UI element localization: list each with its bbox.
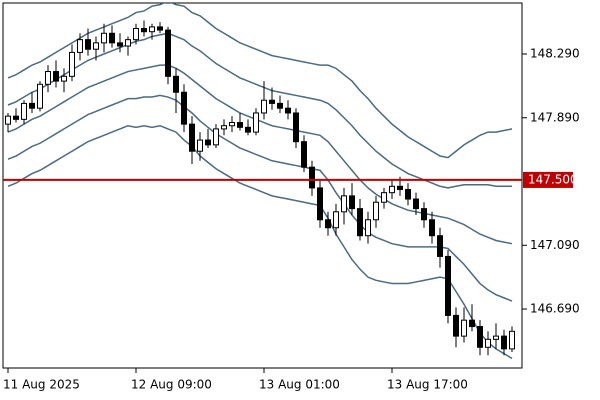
candle-body [29,102,35,109]
y-tick-label: 148.290 [530,47,580,61]
candle-body [365,219,371,237]
candle-body [453,314,459,337]
candle-body [389,185,395,194]
candle-body [13,115,19,120]
candle-body [213,128,219,146]
candle-body [21,102,27,120]
y-tick-label: 147.090 [530,238,580,252]
candle-body [381,192,387,203]
candle-body [205,139,211,146]
candle-body [501,335,507,350]
candle-body [325,219,331,229]
y-tick-label: 147.890 [530,110,580,124]
x-tick-label: 11 Aug 2025 [3,378,80,392]
candle-body [317,187,323,221]
candle-body [245,126,251,133]
candle-body [53,71,59,82]
candle-body [93,42,99,50]
y-tick-label: 146.690 [530,302,580,316]
candle-body [189,123,195,152]
plot-frame [2,2,523,369]
band-line [7,3,513,159]
candle-body [333,211,339,229]
candle-body [133,28,139,41]
candle-body [349,195,355,210]
candle-body [117,42,123,47]
band-line [7,64,513,245]
band-line [7,32,512,189]
candle-body [141,28,147,33]
candle-body [285,107,291,114]
candle-body [229,122,235,127]
candle-body [469,319,475,328]
candle-body [253,112,259,133]
candle-body [309,166,315,189]
bands [7,3,513,360]
candle-body [421,208,427,221]
candle-body [413,198,419,210]
candle-body [149,26,155,33]
candle-body [69,51,75,77]
candle-body [173,75,179,93]
candle-body [37,83,43,109]
candle-body [357,208,363,237]
candle-body [269,99,275,104]
candles [5,20,515,356]
band-line [7,94,513,302]
x-tick-label: 12 Aug 09:00 [131,378,212,392]
x-tick-label: 13 Aug 17:00 [387,378,468,392]
candle-body [341,195,347,213]
candle-body [301,141,307,168]
candle-body [485,338,491,348]
candle-body [181,91,187,125]
level-label-box [523,171,573,188]
x-tick-label: 13 Aug 01:00 [259,378,340,392]
candle-body [293,112,299,143]
level-label: 147.500 [528,172,578,186]
candle-body [45,71,51,85]
candle-body [277,102,283,109]
candle-body [197,139,203,152]
candle-body [429,219,435,237]
candle-body [5,115,11,125]
candle-body [101,32,107,44]
candle-body [165,29,171,77]
band-line [7,124,513,360]
candle-body [221,125,227,130]
candle-body [477,326,483,348]
candle-body [261,99,267,114]
candle-body [125,39,131,47]
candle-body [461,319,467,337]
candle-body [61,75,67,82]
candle-body [397,185,403,190]
candle-body [493,335,499,340]
overlay: 148.290 147.890 147.090 146.690 11 Aug 2025 1… [3,47,580,392]
candle-body [157,26,163,31]
candle-body [437,235,443,257]
candle-body [77,39,83,53]
candle-body [445,255,451,316]
candle-body [405,188,411,200]
candle-body [509,330,515,350]
candle-body [109,32,115,44]
candle-body [237,122,243,128]
candle-body [85,39,91,50]
candle-body [373,201,379,221]
